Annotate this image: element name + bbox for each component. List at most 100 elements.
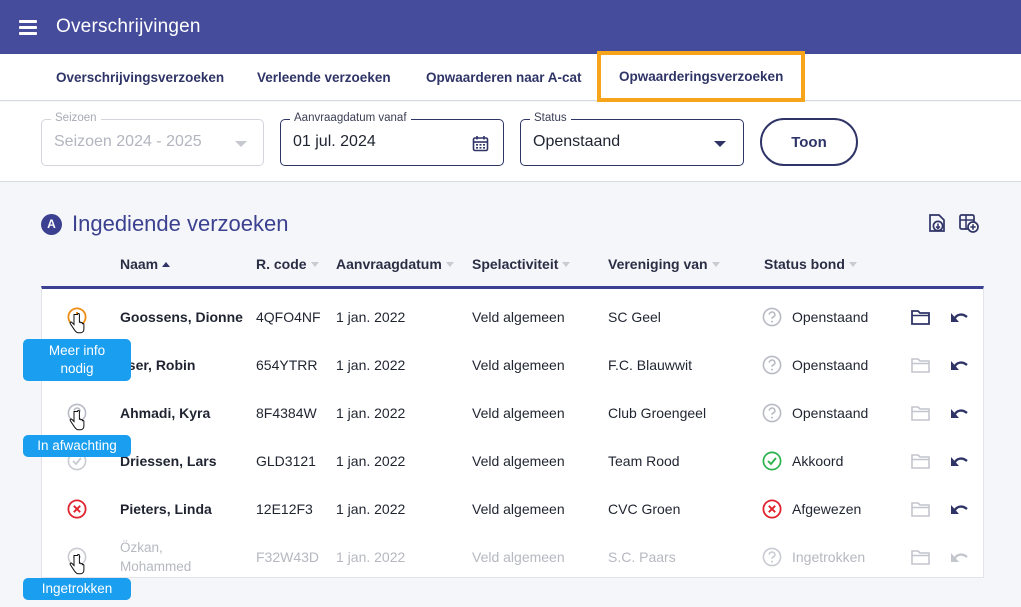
column-header-rcode[interactable]: R. code	[256, 256, 319, 272]
requests-table: Goossens, Dionne 4QFO4NF 1 jan. 2022 Vel…	[41, 286, 984, 578]
sort-icon	[848, 261, 857, 267]
download-icon[interactable]	[926, 212, 948, 234]
cell-club: Team Rood	[608, 453, 680, 469]
category-badge: A	[41, 213, 62, 235]
tab-opwaarderingsverzoeken[interactable]: Opwaarderingsverzoeken	[597, 51, 806, 102]
cell-date: 1 jan. 2022	[336, 357, 406, 373]
cell-club: SC Geel	[608, 309, 661, 325]
tab-verleende-verzoeken[interactable]: Verleende verzoeken	[257, 70, 391, 85]
table-row[interactable]: Ahmadi, Kyra 8F4384W 1 jan. 2022 Veld al…	[42, 389, 983, 437]
cell-date: 1 jan. 2022	[336, 405, 406, 421]
folder-icon[interactable]	[910, 451, 932, 471]
table-row[interactable]: Özkan, Mohammed F32W43D 1 jan. 2022 Veld…	[42, 533, 983, 581]
cell-code: GLD3121	[256, 453, 316, 469]
cell-name: Ahmadi, Kyra	[120, 405, 211, 421]
cell-code: 654YTRR	[256, 357, 318, 373]
undo-icon[interactable]	[948, 547, 970, 567]
pointer-cursor-icon	[69, 313, 85, 334]
menu-button[interactable]	[0, 0, 56, 54]
status-label: Status	[530, 112, 571, 124]
cell-date: 1 jan. 2022	[336, 501, 406, 517]
section-header: A Ingediende verzoeken	[41, 211, 289, 237]
cell-club: Club Groengeel	[608, 405, 707, 421]
cell-status: Openstaand	[792, 357, 869, 373]
question-icon	[762, 547, 782, 567]
sort-icon	[562, 261, 571, 267]
cell-name: Driessen, Lars	[120, 453, 217, 469]
column-header-aanvraagdatum[interactable]: Aanvraagdatum	[336, 256, 454, 272]
cell-name: Goossens, Dionne	[120, 309, 243, 325]
pointer-cursor-icon	[69, 410, 85, 431]
tab-opwaarderen-naar-a-cat[interactable]: Opwaarderen naar A-cat	[426, 70, 582, 85]
folder-icon[interactable]	[910, 355, 932, 375]
question-icon	[762, 355, 782, 375]
cell-code: 4QFO4NF	[256, 309, 321, 325]
column-header-status-bond[interactable]: Status bond	[764, 256, 857, 272]
column-header-spelactiviteit[interactable]: Spelactiviteit	[472, 256, 571, 272]
cell-status: Akkoord	[792, 453, 844, 469]
season-select: Seizoen Seizoen 2024 - 2025	[41, 112, 264, 166]
column-header-vereniging[interactable]: Vereniging van	[608, 256, 720, 272]
question-icon	[762, 403, 782, 423]
tooltip-withdrawn: Ingetrokken	[23, 578, 131, 600]
cell-code: 8F4384W	[256, 405, 317, 421]
cell-activity: Veld algemeen	[472, 405, 565, 421]
undo-icon[interactable]	[948, 451, 970, 471]
cell-status: Afgewezen	[792, 501, 862, 517]
cell-club: S.C. Paars	[608, 549, 676, 565]
cell-status: Openstaand	[792, 405, 869, 421]
cell-status: Ingetrokken	[792, 549, 866, 565]
undo-icon[interactable]	[948, 403, 970, 423]
filter-bar: Seizoen Seizoen 2024 - 2025 Aanvraagdatu…	[0, 102, 1021, 182]
tab-bar: Overschrijvingsverzoeken Verleende verzo…	[0, 51, 1021, 102]
app-title: Overschrijvingen	[56, 16, 201, 37]
cell-status: Openstaand	[792, 309, 869, 325]
undo-icon[interactable]	[948, 307, 970, 327]
cell-activity: Veld algemeen	[472, 309, 565, 325]
chevron-down-icon	[235, 141, 247, 147]
calendar-icon[interactable]	[472, 135, 489, 152]
folder-icon[interactable]	[910, 307, 932, 327]
table-row[interactable]: Driessen, Lars GLD3121 1 jan. 2022 Veld …	[42, 437, 983, 485]
table-row[interactable]: Pieters, Linda 12E12F3 1 jan. 2022 Veld …	[42, 485, 983, 533]
cell-code: 12E12F3	[256, 501, 313, 517]
sort-icon	[711, 261, 720, 267]
date-value: 01 jul. 2024	[293, 133, 376, 150]
sort-icon	[445, 261, 454, 267]
season-label: Seizoen	[51, 112, 101, 124]
tab-overschrijvingsverzoeken[interactable]: Overschrijvingsverzoeken	[56, 70, 225, 85]
chevron-down-icon	[714, 141, 726, 147]
cell-date: 1 jan. 2022	[336, 309, 406, 325]
app-header: Overschrijvingen	[0, 0, 1021, 54]
cell-date: 1 jan. 2022	[336, 549, 406, 565]
table-row[interactable]: sser, Robin 654YTRR 1 jan. 2022 Veld alg…	[42, 341, 983, 389]
hamburger-icon	[19, 20, 37, 35]
add-table-icon[interactable]	[958, 212, 980, 234]
folder-icon[interactable]	[910, 547, 932, 567]
date-label: Aanvraagdatum vanaf	[290, 112, 411, 124]
sort-icon	[310, 261, 319, 267]
reject-icon	[762, 499, 782, 519]
tooltip-pending: In afwachting	[23, 435, 131, 457]
cell-activity: Veld algemeen	[472, 453, 565, 469]
season-value: Seizoen 2024 - 2025	[54, 133, 202, 150]
undo-icon[interactable]	[948, 355, 970, 375]
pointer-cursor-icon	[69, 554, 85, 575]
cell-activity: Veld algemeen	[472, 357, 565, 373]
section-title: Ingediende verzoeken	[72, 211, 289, 236]
check-icon	[762, 451, 782, 471]
folder-icon[interactable]	[910, 403, 932, 423]
cell-name: Pieters, Linda	[120, 501, 212, 517]
cell-code: F32W43D	[256, 549, 320, 565]
status-select[interactable]: Status Openstaand	[520, 112, 744, 166]
tooltip-more-info: Meer info nodig	[23, 339, 131, 381]
cell-date: 1 jan. 2022	[336, 453, 406, 469]
table-row[interactable]: Goossens, Dionne 4QFO4NF 1 jan. 2022 Vel…	[42, 293, 983, 341]
show-button[interactable]: Toon	[760, 118, 858, 166]
folder-icon[interactable]	[910, 499, 932, 519]
sort-asc-icon	[162, 261, 171, 267]
cell-club: F.C. Blauwwit	[608, 357, 693, 373]
undo-icon[interactable]	[948, 499, 970, 519]
column-header-naam[interactable]: Naam	[120, 256, 171, 272]
date-field[interactable]: Aanvraagdatum vanaf 01 jul. 2024	[280, 112, 504, 166]
